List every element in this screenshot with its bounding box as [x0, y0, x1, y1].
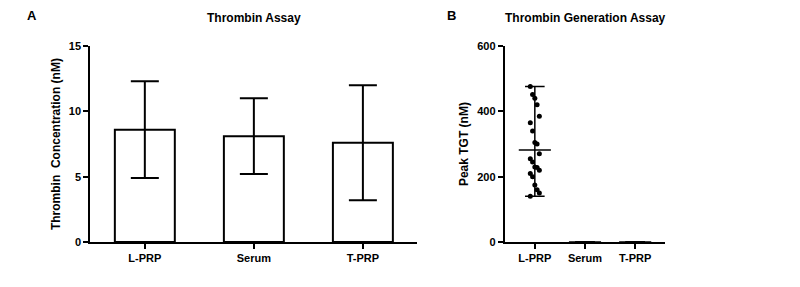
svg-text:Thrombin Assay: Thrombin Assay	[207, 11, 301, 25]
svg-text:Thrombin Concentration (nM): Thrombin Concentration (nM)	[49, 58, 63, 230]
svg-text:600: 600	[477, 40, 495, 52]
svg-text:Serum: Serum	[568, 252, 602, 264]
svg-text:T-PRP: T-PRP	[619, 252, 651, 264]
svg-text:L-PRP: L-PRP	[128, 252, 161, 264]
svg-text:400: 400	[477, 105, 495, 117]
svg-text:Serum: Serum	[237, 252, 271, 264]
svg-text:L-PRP: L-PRP	[518, 252, 551, 264]
svg-text:B: B	[447, 8, 456, 23]
svg-text:Thrombin Generation Assay: Thrombin Generation Assay	[505, 11, 666, 25]
svg-text:0: 0	[489, 236, 495, 248]
svg-text:10: 10	[69, 105, 81, 117]
svg-text:A: A	[27, 8, 37, 23]
svg-text:0: 0	[75, 236, 81, 248]
svg-text:15: 15	[69, 40, 81, 52]
svg-text:5: 5	[75, 171, 81, 183]
svg-text:Peak TGT (nM): Peak TGT (nM)	[457, 102, 471, 186]
svg-text:T-PRP: T-PRP	[347, 252, 379, 264]
svg-text:200: 200	[477, 171, 495, 183]
